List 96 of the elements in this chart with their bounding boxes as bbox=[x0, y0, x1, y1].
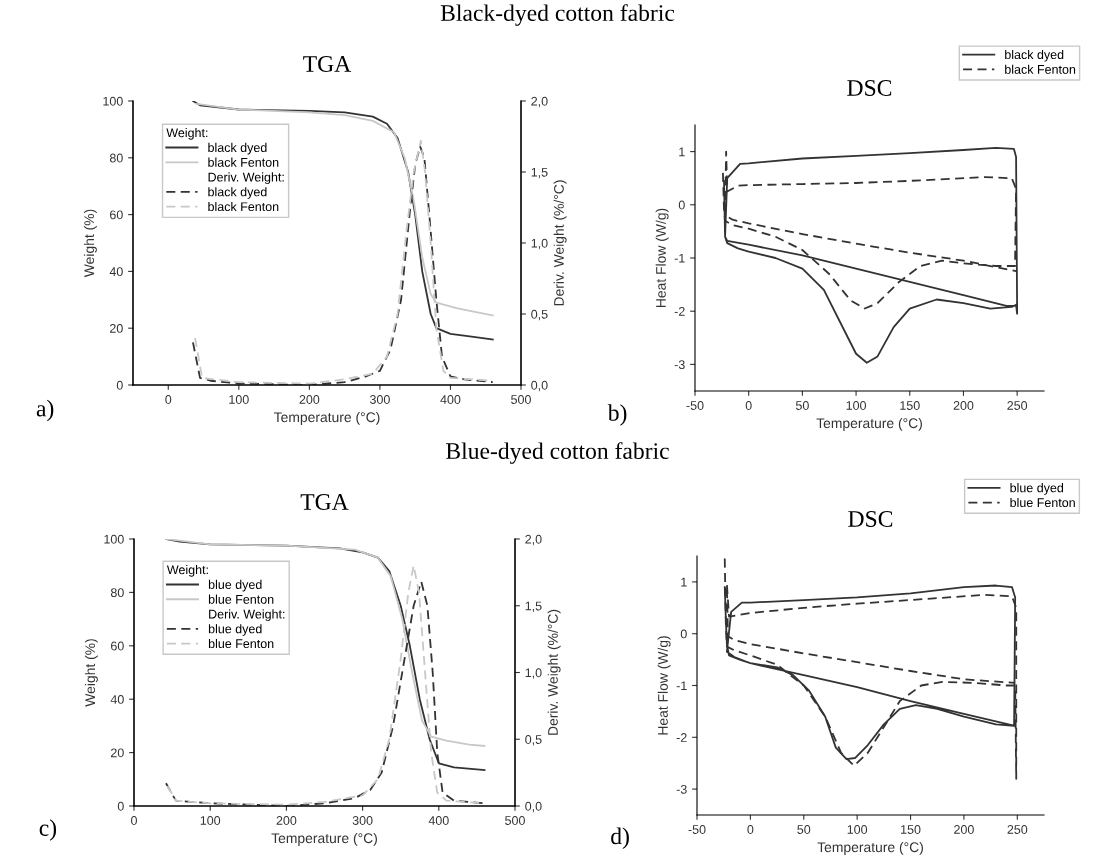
line-series bbox=[723, 557, 1018, 780]
y-tick-label: 40 bbox=[110, 695, 124, 704]
y-tick-label: 0 bbox=[116, 380, 123, 390]
y-tick-label: 0 bbox=[678, 200, 685, 210]
legend-label: blue dyed bbox=[208, 624, 262, 636]
x-tick-label: 50 bbox=[797, 825, 811, 834]
legend-label: blue dyed bbox=[208, 579, 262, 592]
x-tick-label: 300 bbox=[369, 395, 390, 404]
y2-tick-label: 0,0 bbox=[525, 801, 542, 813]
x-axis-title: Temperature (°C) bbox=[273, 411, 380, 425]
y2-tick-label: 1,5 bbox=[525, 601, 542, 612]
legend-label: blue Fenton bbox=[208, 594, 274, 604]
y2-tick-label: 2,0 bbox=[531, 96, 548, 108]
y2-axis-title: Deriv. Weight (%/°C) bbox=[547, 609, 561, 735]
text: d) bbox=[611, 827, 629, 850]
text: Black-dyed cotton fabric bbox=[440, 4, 675, 26]
legend-label: black dyed bbox=[208, 142, 267, 155]
x-tick-label: -50 bbox=[686, 401, 704, 410]
x-tick-label: 100 bbox=[229, 395, 249, 404]
x-tick-label: 500 bbox=[505, 816, 525, 825]
y2-tick-label: 1,0 bbox=[531, 238, 548, 250]
x-tick-label: 400 bbox=[440, 395, 461, 404]
annotation: Deriv. Weight: bbox=[208, 172, 284, 185]
legend-label: blue Fenton bbox=[1010, 497, 1075, 508]
text: b) bbox=[607, 404, 627, 426]
legend-label: blue dyed bbox=[1010, 483, 1064, 495]
legend-title: Weight: bbox=[166, 565, 208, 577]
legend-label: blue Fenton bbox=[208, 638, 274, 649]
y-axis-title: Weight (%) bbox=[83, 209, 97, 278]
y-tick-label: 80 bbox=[109, 153, 123, 163]
x-tick-label: 100 bbox=[200, 816, 221, 825]
y-tick-label: 20 bbox=[110, 324, 123, 333]
y-tick-label: 1 bbox=[681, 577, 687, 587]
x-tick-label: 200 bbox=[954, 825, 974, 834]
y-tick-label: 100 bbox=[104, 534, 124, 544]
x-tick-label: 50 bbox=[795, 401, 809, 410]
y-axis-title: Weight (%) bbox=[84, 639, 98, 707]
y-tick-label: -2 bbox=[674, 307, 685, 316]
y-tick-label: -3 bbox=[676, 784, 687, 794]
y2-tick-label: 1,0 bbox=[525, 668, 542, 679]
legend-label: black Fenton bbox=[208, 201, 279, 212]
y-tick-label: 1 bbox=[679, 147, 685, 157]
x-tick-label: 0 bbox=[745, 401, 752, 410]
x-tick-label: 100 bbox=[847, 825, 868, 834]
x-axis-title: Temperature (°C) bbox=[271, 832, 377, 846]
y-tick-label: 60 bbox=[111, 641, 124, 651]
y2-axis-title: Deriv. Weight (%/°C) bbox=[553, 180, 567, 306]
y-tick-label: -1 bbox=[676, 681, 687, 691]
y-tick-label: 40 bbox=[109, 267, 123, 277]
x-axis-title: Temperature (°C) bbox=[817, 841, 923, 855]
x-tick-label: 300 bbox=[352, 816, 373, 825]
y-tick-label: 80 bbox=[110, 588, 124, 598]
y-tick-label: 100 bbox=[103, 96, 123, 106]
legend-label: black dyed bbox=[1005, 49, 1064, 62]
line-series bbox=[723, 146, 1019, 364]
x-tick-label: 200 bbox=[299, 395, 320, 404]
y-tick-label: -3 bbox=[674, 360, 685, 370]
x-tick-label: 0 bbox=[165, 395, 172, 404]
x-tick-label: 0 bbox=[747, 825, 754, 834]
y-tick-label: 60 bbox=[110, 210, 123, 220]
x-axis-title: Temperature (°C) bbox=[816, 417, 922, 431]
x-tick-label: 500 bbox=[511, 395, 531, 404]
y2-tick-label: 0,5 bbox=[525, 735, 542, 746]
x-tick-label: 0 bbox=[131, 816, 137, 825]
chart-title: TGA bbox=[300, 494, 349, 510]
x-tick-label: 250 bbox=[1007, 401, 1028, 410]
legend-label: black Fenton bbox=[1005, 64, 1076, 74]
x-tick-label: 200 bbox=[276, 816, 297, 825]
text: c) bbox=[39, 819, 57, 841]
text: Blue-dyed cotton fabric bbox=[446, 442, 669, 464]
y-tick-label: -1 bbox=[674, 253, 685, 263]
y-tick-label: -2 bbox=[676, 733, 687, 742]
y2-tick-label: 0,5 bbox=[531, 309, 548, 321]
x-tick-label: 100 bbox=[846, 401, 867, 410]
legend-label: black Fenton bbox=[208, 157, 279, 167]
y-axis-title: Heat Flow (W/g) bbox=[655, 208, 669, 308]
annotation: Deriv. Weight: bbox=[209, 609, 285, 621]
text: a) bbox=[36, 399, 54, 422]
x-tick-label: 250 bbox=[1007, 825, 1028, 834]
y2-tick-label: 0,0 bbox=[531, 380, 548, 392]
legend-label: black dyed bbox=[208, 187, 267, 199]
legend-title: Weight: bbox=[166, 128, 208, 140]
x-tick-label: 150 bbox=[900, 401, 920, 410]
x-tick-label: -50 bbox=[688, 825, 706, 834]
y-axis-title: Heat Flow (W/g) bbox=[657, 636, 671, 735]
y2-tick-label: 1,5 bbox=[531, 167, 548, 179]
chart-title: DSC bbox=[848, 511, 893, 527]
y-tick-label: 0 bbox=[117, 801, 124, 811]
y-tick-label: 20 bbox=[111, 748, 124, 758]
chart-title: TGA bbox=[303, 56, 352, 72]
x-tick-label: 150 bbox=[901, 825, 921, 834]
y-tick-label: 0 bbox=[680, 629, 687, 639]
y2-tick-label: 2,0 bbox=[525, 534, 542, 546]
x-tick-label: 200 bbox=[953, 401, 974, 410]
x-tick-label: 400 bbox=[428, 816, 449, 825]
chart-title: DSC bbox=[847, 80, 892, 96]
